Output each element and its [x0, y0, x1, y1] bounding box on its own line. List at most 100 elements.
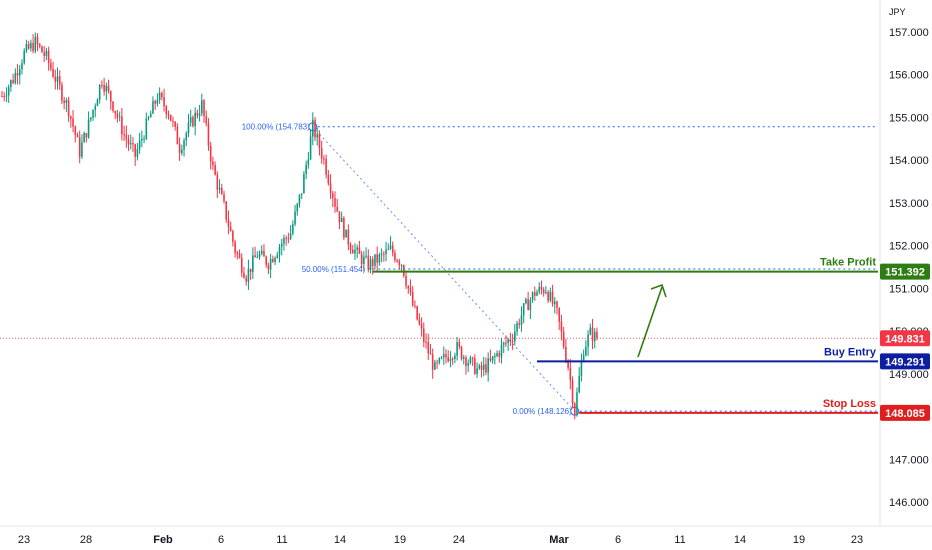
candle-body — [558, 307, 561, 322]
candle-body — [296, 203, 299, 212]
candle-body — [203, 100, 205, 117]
candle-body — [254, 255, 256, 258]
candle-body — [121, 116, 123, 135]
candle-body — [65, 100, 68, 103]
candle-body — [340, 217, 343, 223]
candle-body — [476, 368, 478, 374]
candle-body — [423, 328, 425, 342]
candle-body — [34, 36, 37, 52]
time-tick-label: 28 — [80, 534, 92, 546]
candle-body — [485, 364, 487, 373]
candle-body — [47, 50, 50, 63]
candle-body — [198, 113, 201, 116]
candle-body — [72, 118, 74, 127]
candle-body — [502, 342, 505, 346]
candle-body — [276, 254, 279, 258]
candle-body — [336, 206, 339, 212]
candle-body — [509, 339, 512, 342]
fib-level-label: 0.00% (148.126) — [513, 407, 572, 416]
time-tick-label: 6 — [218, 534, 224, 546]
candle-body — [154, 101, 156, 104]
candle-body — [585, 346, 587, 356]
candle-body — [229, 226, 232, 232]
price-tick-label: 156.000 — [889, 70, 929, 82]
candle-body — [218, 188, 221, 190]
candle-body — [360, 253, 363, 264]
candle-body — [303, 174, 305, 194]
candle-body — [589, 327, 592, 335]
candle-body — [445, 354, 447, 358]
candle-body — [318, 134, 321, 149]
candle-body — [418, 319, 421, 324]
take-profit-badge — [880, 263, 930, 280]
candle-body — [92, 109, 94, 118]
price-tick-label: 149.000 — [889, 369, 929, 381]
time-tick-label: 14 — [334, 534, 346, 546]
candle-body — [30, 42, 32, 49]
candle-body — [209, 145, 212, 162]
candle-body — [525, 299, 527, 304]
candle-body — [551, 291, 554, 305]
candle-body — [212, 161, 214, 166]
candle-body — [400, 265, 403, 267]
candle-body — [414, 305, 416, 307]
candle-body — [101, 84, 103, 86]
candle-body — [109, 91, 112, 102]
time-tick-label: 19 — [394, 534, 406, 546]
candle-body — [81, 142, 83, 157]
candle-body — [274, 257, 276, 263]
candle-body — [573, 403, 576, 415]
candle-body — [172, 120, 174, 122]
time-axis[interactable]: 23 28 Feb 6 11 14 19 24 Mar 6 11 14 19 23 — [0, 525, 932, 546]
candle-body — [94, 106, 97, 110]
candle-body — [243, 272, 245, 278]
price-badges: 151.392 149.291 148.085 149.831 — [880, 263, 930, 421]
candle-body — [436, 362, 438, 364]
last-price-badge — [880, 330, 930, 347]
trade-levels[interactable]: Take Profit Buy Entry Stop Loss — [372, 257, 878, 414]
candle-body — [136, 149, 139, 157]
candle-body — [374, 254, 376, 267]
candle-body — [562, 331, 565, 348]
candle-body — [569, 367, 572, 381]
candle-body — [147, 117, 150, 119]
candle-body — [85, 133, 88, 138]
candle-body — [553, 301, 556, 305]
candle-body — [1, 96, 3, 98]
candle-body — [591, 327, 594, 341]
time-tick-label: 23 — [851, 534, 863, 546]
candle-body — [349, 244, 352, 250]
candle-body — [567, 360, 569, 368]
candle-body — [18, 69, 21, 76]
candle-body — [371, 259, 374, 267]
candle-body — [582, 355, 585, 362]
candle-body — [196, 112, 199, 116]
stop-loss-badge — [880, 404, 930, 421]
candle-body — [252, 255, 254, 272]
candle-body — [289, 233, 292, 240]
candle-body — [16, 72, 19, 76]
candle-body — [398, 261, 401, 266]
candle-body — [394, 252, 396, 261]
candle-body — [76, 135, 79, 138]
candle-body — [407, 285, 410, 289]
candle-body — [116, 113, 119, 118]
candle-body — [478, 365, 481, 369]
plot-area[interactable]: 100.00% (154.783) 50.00% (151.454) 0.00% (… — [0, 32, 878, 420]
candle-body — [38, 44, 41, 47]
fib-level-label: 100.00% (154.783) — [242, 123, 310, 132]
candle-body — [205, 116, 208, 124]
candle-body — [207, 123, 210, 146]
candle-body — [176, 126, 179, 145]
candle-body — [214, 165, 216, 175]
candle-body — [263, 250, 265, 257]
last-price-badge-text: 149.831 — [885, 333, 925, 345]
candle-body — [405, 276, 407, 286]
candle-body — [343, 217, 345, 238]
candle-body — [427, 341, 430, 354]
candle-body — [325, 158, 327, 175]
candle-body — [316, 134, 319, 138]
candle-body — [112, 101, 114, 111]
